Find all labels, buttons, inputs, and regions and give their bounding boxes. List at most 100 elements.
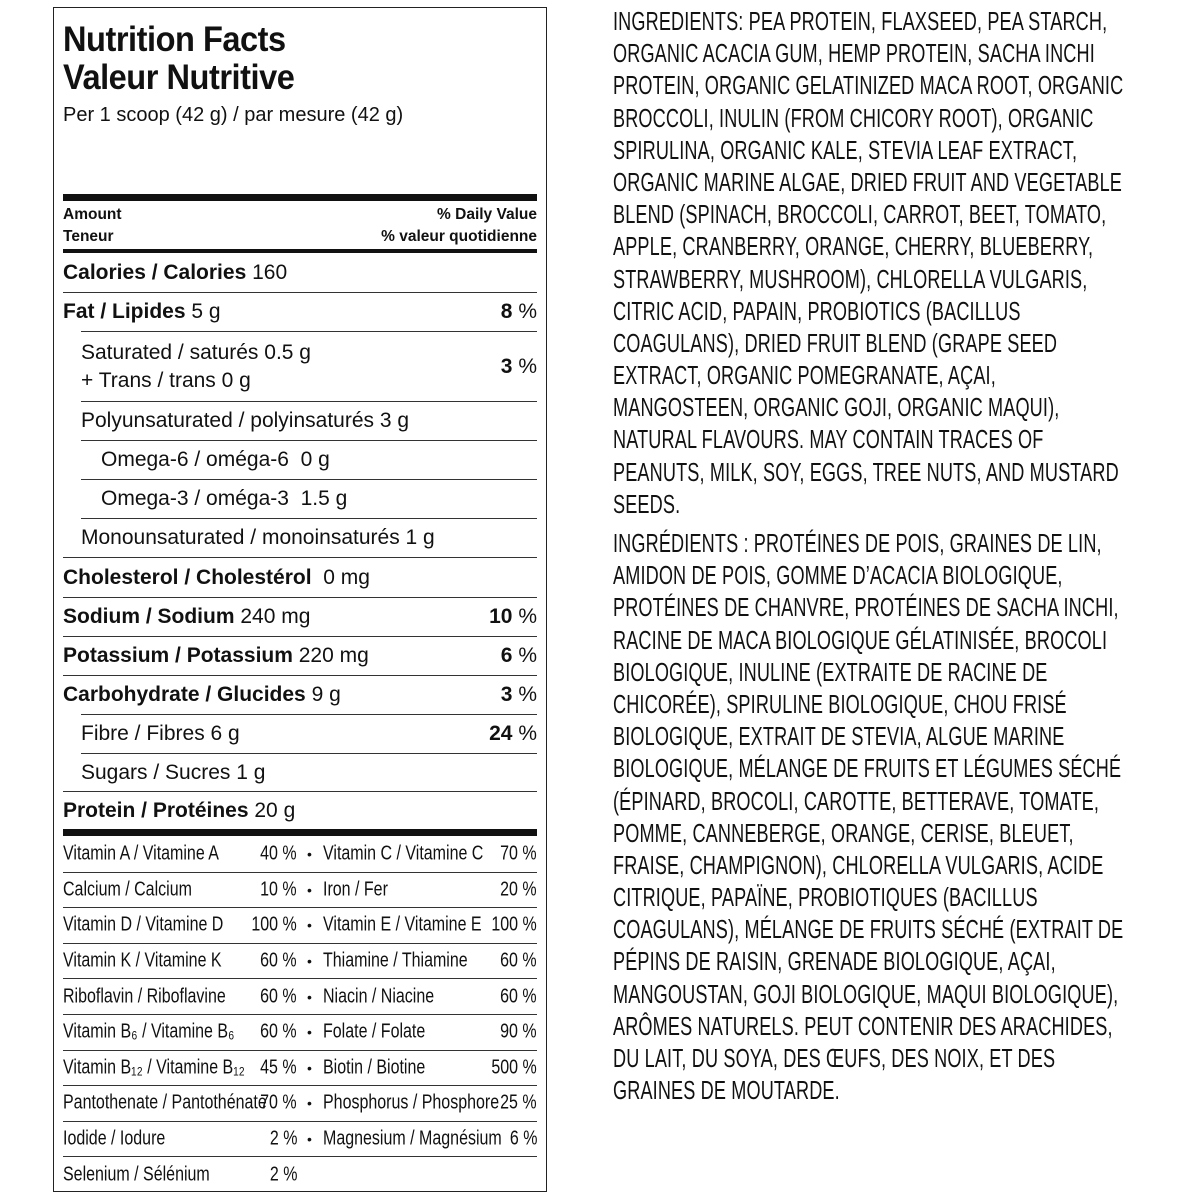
nutrient-amount: 20 g — [248, 798, 296, 822]
vitamin-percent: 2 % — [269, 1127, 297, 1150]
nutrient-amount: 5 g — [185, 300, 221, 323]
vitamin-percent: 90 % — [500, 1020, 537, 1043]
nutrient-row: Sodium / Sodium 240 mg 10 % — [63, 597, 537, 636]
vitamin-percent: 2 % — [269, 1163, 297, 1186]
daily-value-en: % Daily Value — [437, 206, 537, 223]
ingredients-en: INGREDIENTS: PEA PROTEIN, FLAXSEED, PEA … — [613, 6, 1173, 521]
vitamin-percent: 45 % — [260, 1056, 297, 1079]
ingredient-line: PÉPINS DE RAISIN, GRENADE BIOLOGIQUE, AÇ… — [613, 948, 1056, 977]
nutrient-label: Polyunsaturated / polyinsaturés 3 g — [81, 409, 409, 433]
ingredient-line: BIOLOGIQUE, INULINE (EXTRAITE DE RACINE … — [613, 658, 1048, 687]
ingredient-line: BROCCOLI, INULIN (FROM CHICORY ROOT), OR… — [613, 104, 1094, 133]
medium-divider — [63, 249, 537, 253]
nutrient-label: Potassium / Potassium 220 mg — [63, 644, 369, 668]
daily-value: 6 % — [500, 644, 537, 667]
nutrient-name-2: + Trans / trans 0 g — [81, 368, 251, 392]
title-fr: Valeur Nutritive — [63, 58, 295, 97]
vitamin-percent: 60 % — [500, 985, 537, 1008]
nutrition-facts-panel: Nutrition Facts Valeur Nutritive Per 1 s… — [53, 7, 547, 1192]
vitamin-row: Vitamin A / Vitamine A 40 % • Vitamin C / V… — [63, 836, 537, 872]
vitamin-row: Vitamin B₁₂ / Vitamine B₁₂ 45 % • Biotin / … — [63, 1049, 537, 1086]
nutrient-name: Sodium / Sodium — [63, 605, 235, 628]
vitamin-row: Calcium / Calcium 10 % • Iron / Fer 20 % — [63, 871, 537, 908]
ingredient-line: INGREDIENTS: PEA PROTEIN, FLAXSEED, PEA … — [613, 8, 1108, 36]
nutrient-name: Omega-6 / oméga-6 0 g — [101, 448, 330, 471]
nutrient-label: Carbohydrate / Glucides 9 g — [63, 683, 341, 707]
nutrient-row: Sugars / Sucres 1 g — [81, 753, 537, 791]
nutrient-label: Protein / Protéines 20 g — [63, 799, 295, 823]
nutrient-amount: 220 mg — [292, 644, 369, 667]
nutrient-label: Sodium / Sodium 240 mg — [63, 605, 310, 629]
nutrient-name: Potassium / Potassium — [63, 644, 293, 667]
nutrient-name: Monounsaturated / monoinsaturés 1 g — [81, 526, 435, 549]
vitamin-percent: 40 % — [260, 842, 297, 865]
vitamin-name: Iron / Fer — [323, 878, 388, 901]
daily-value: 24 % — [489, 722, 537, 745]
nutrient-row: Protein / Protéines 20 g — [63, 791, 537, 829]
daily-value: 3 % — [500, 683, 537, 706]
ingredient-line: PEANUTS, MILK, SOY, EGGS, TREE NUTS, AND… — [613, 458, 1119, 487]
nutrient-name: Protein / Protéines — [63, 798, 249, 822]
vitamin-percent: 60 % — [260, 1020, 297, 1043]
vitamin-name: Vitamin A / Vitamine A — [63, 842, 219, 865]
bullet-separator: • — [307, 1095, 312, 1112]
nutrient-name: Calories / Calories — [63, 260, 247, 284]
vitamin-name: Selenium / Sélénium — [63, 1163, 210, 1186]
nutrient-label: Monounsaturated / monoinsaturés 1 g — [81, 526, 435, 550]
thick-divider — [63, 194, 537, 201]
nutrient-row: Fibre / Fibres 6 g 24 % — [81, 714, 537, 753]
vitamin-name: Pantothenate / Pantothénate — [63, 1091, 267, 1114]
nutrient-name: Sugars / Sucres 1 g — [81, 760, 266, 784]
nutrient-row: Fat / Lipides 5 g 8 % — [63, 292, 537, 331]
nutrient-amount: 9 g — [305, 683, 341, 706]
nutrient-label: Saturated / saturés 0.5 g + Trans / trans… — [81, 341, 311, 393]
bullet-separator: • — [307, 845, 312, 862]
ingredient-line: SEEDS. — [613, 490, 681, 519]
vitamin-percent: 60 % — [260, 985, 297, 1008]
vitamin-percent: 500 % — [491, 1056, 537, 1079]
vitamin-name: Biotin / Biotine — [323, 1056, 426, 1079]
ingredient-line: FRAISE, CHAMPIGNON), CHLORELLA VULGARIS,… — [613, 851, 1104, 880]
vitamin-name: Riboflavin / Riboflavine — [63, 985, 226, 1008]
vitamin-row: Vitamin D / Vitamine D 100 % • Vitamin E / … — [63, 907, 537, 943]
ingredient-line: MANGOUSTAN, GOJI BIOLOGIQUE, MAQUI BIOLO… — [613, 980, 1119, 1009]
vitamin-name: Vitamin K / Vitamine K — [63, 949, 222, 972]
vitamin-name: Magnesium / Magnésium — [323, 1127, 502, 1150]
ingredients: INGREDIENTS: PEA PROTEIN, FLAXSEED, PEA … — [613, 6, 1173, 1107]
ingredient-line: AMIDON DE POIS, GOMME D’ACACIA BIOLOGIQU… — [613, 562, 1063, 591]
bullet-separator: • — [307, 917, 312, 934]
bullet-separator: • — [307, 1131, 312, 1148]
ingredient-line: COAGULANS), MÉLANGE DE FRUITS SÉCHÉ (EXT… — [613, 916, 1124, 945]
ingredient-line: STRAWBERRY, MUSHROOM), CHLORELLA VULGARI… — [613, 265, 1088, 294]
ingredient-line: ARÔMES NATURELS. PEUT CONTENIR DES ARACH… — [613, 1012, 1113, 1041]
ingredient-line: CITRIC ACID, PAPAIN, PROBIOTICS (BACILLU… — [613, 297, 1021, 326]
ingredient-line: APPLE, CRANBERRY, ORANGE, CHERRY, BLUEBE… — [613, 233, 1094, 262]
nutrient-name: Saturated / saturés 0.5 g — [81, 340, 311, 364]
vitamin-percent: 100 % — [491, 913, 537, 936]
vitamin-percent: 60 % — [260, 949, 297, 972]
nutrient-row: Potassium / Potassium 220 mg 6 % — [63, 636, 537, 675]
ingredient-line: GRAINES DE MOUTARDE. — [613, 1077, 840, 1106]
ingredient-line: (ÉPINARD, BROCOLI, CAROTTE, BETTERAVE, T… — [613, 787, 1100, 816]
vitamin-percent: 70 % — [260, 1091, 297, 1114]
ingredient-line: PROTÉINES DE CHANVRE, PROTÉINES DE SACHA… — [613, 594, 1119, 623]
nutrient-label: Calories / Calories 160 — [63, 261, 287, 285]
nutrient-name: Fibre / Fibres 6 g — [81, 722, 240, 745]
bullet-separator: • — [307, 881, 312, 898]
nutrient-row: Carbohydrate / Glucides 9 g 3 % — [63, 675, 537, 714]
amount-label: Amount — [63, 206, 122, 223]
daily-value-label: % Daily Value % valeur quotidienne — [381, 204, 537, 248]
ingredients-fr: INGRÉDIENTS : PROTÉINES DE POIS, GRAINES… — [613, 528, 1173, 1107]
vitamin-percent: 20 % — [500, 878, 537, 901]
nutrient-amount: 160 — [246, 260, 288, 284]
ingredient-line: INGRÉDIENTS : PROTÉINES DE POIS, GRAINES… — [613, 530, 1102, 558]
ingredient-line: SPIRULINA, ORGANIC KALE, STEVIA LEAF EXT… — [613, 136, 1078, 165]
vitamin-name: Iodide / Iodure — [63, 1127, 166, 1150]
ingredient-line: BIOLOGIQUE, MÉLANGE DE FRUITS ET LÉGUMES… — [613, 755, 1122, 784]
ingredient-line: EXTRACT, ORGANIC POMEGRANATE, AÇAI, — [613, 362, 996, 391]
vitamin-percent: 70 % — [500, 842, 537, 865]
vitamin-name: Vitamin D / Vitamine D — [63, 913, 224, 936]
nutrient-name: Omega-3 / oméga-3 1.5 g — [101, 487, 348, 510]
vitamin-name: Thiamine / Thiamine — [323, 949, 468, 972]
nutrient-label: Omega-6 / oméga-6 0 g — [81, 448, 330, 472]
